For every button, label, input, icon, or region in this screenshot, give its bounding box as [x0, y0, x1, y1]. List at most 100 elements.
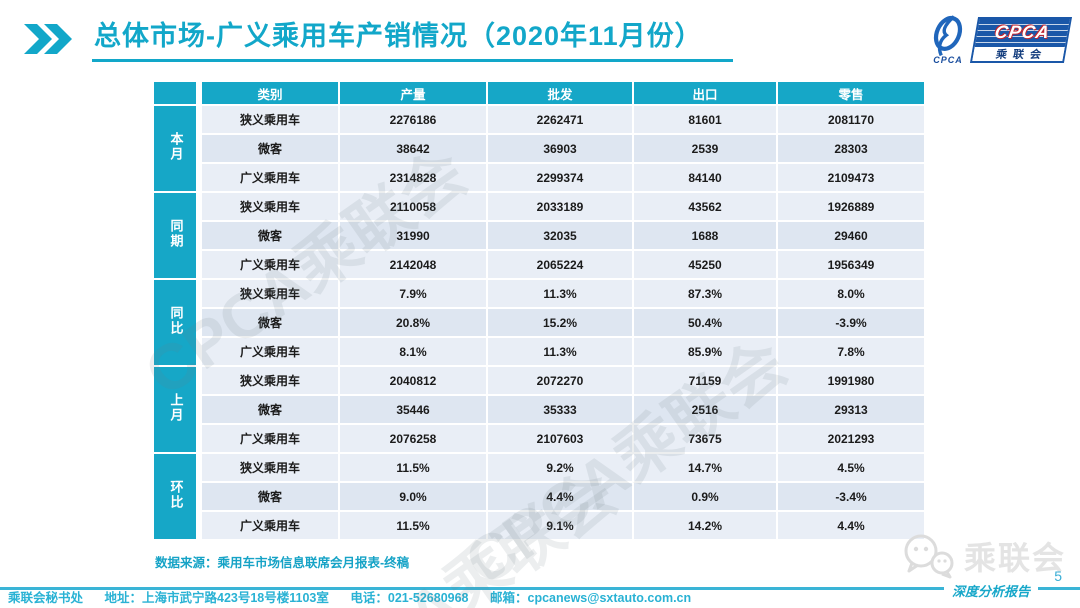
value-cell: 2021293 — [778, 425, 924, 452]
table-row: 本月 狭义乘用车 2276186 2262471 81601 2081170 — [154, 106, 924, 191]
category-cell: 广义乘用车 — [202, 251, 338, 278]
wechat-watermark-text: 乘联会 — [963, 540, 1066, 576]
category-cell: 微客 — [202, 396, 338, 423]
value-cell: 50.4% — [634, 309, 776, 336]
column-header: 产量 — [340, 82, 486, 104]
row-group-label: 同比 — [154, 280, 200, 365]
value-cell: -3.9% — [778, 309, 924, 336]
value-cell: 2142048 — [340, 251, 486, 278]
category-cell: 微客 — [202, 483, 338, 510]
value-cell: 2033189 — [488, 193, 632, 220]
value-cell: 9.0% — [340, 483, 486, 510]
value-cell: 14.2% — [634, 512, 776, 539]
table-body: 本月 狭义乘用车 2276186 2262471 81601 2081170 微客 38642… — [154, 106, 924, 539]
category-cell: 微客 — [202, 135, 338, 162]
value-cell: 2040812 — [340, 367, 486, 394]
value-cell: 1991980 — [778, 367, 924, 394]
value-cell: 2110058 — [340, 193, 486, 220]
category-cell: 广义乘用车 — [202, 512, 338, 539]
footer-email: 邮箱：cpcanews@sxtauto.com.cn — [490, 591, 692, 605]
footer: 乘联会秘书处 地址：上海市武宁路423号18号楼1103室 电话：021-526… — [8, 587, 709, 606]
table-row: 微客 31990 32035 1688 29460 — [154, 222, 924, 249]
value-cell: 2065224 — [488, 251, 632, 278]
row-group-label: 上月 — [154, 367, 200, 452]
value-cell: 31990 — [340, 222, 486, 249]
column-header: 类别 — [202, 82, 338, 104]
table-row: 广义乘用车 11.5% 9.1% 14.2% 4.4% — [154, 512, 924, 539]
category-cell: 广义乘用车 — [202, 425, 338, 452]
value-cell: 36903 — [488, 135, 632, 162]
bottom-divider — [0, 587, 1080, 590]
category-cell: 微客 — [202, 309, 338, 336]
value-cell: -3.4% — [778, 483, 924, 510]
table-row: 广义乘用车 2314828 2299374 84140 2109473 — [154, 164, 924, 191]
value-cell: 2262471 — [488, 106, 632, 133]
category-cell: 狭义乘用车 — [202, 280, 338, 307]
value-cell: 8.0% — [778, 280, 924, 307]
value-cell: 35446 — [340, 396, 486, 423]
value-cell: 11.3% — [488, 280, 632, 307]
table-row: 广义乘用车 2076258 2107603 73675 2021293 — [154, 425, 924, 452]
header: 总体市场-广义乘用车产销情况（2020年11月份） — [24, 21, 733, 62]
value-cell: 32035 — [488, 222, 632, 249]
value-cell: 73675 — [634, 425, 776, 452]
value-cell: 2109473 — [778, 164, 924, 191]
table-row: 微客 38642 36903 2539 28303 — [154, 135, 924, 162]
page-number: 5 — [1054, 568, 1062, 584]
table-row: 广义乘用车 2142048 2065224 45250 1956349 — [154, 251, 924, 278]
cpca-logo-subtext: 乘联会 — [994, 48, 1048, 61]
table-row: 广义乘用车 8.1% 11.3% 85.9% 7.8% — [154, 338, 924, 365]
value-cell: 11.5% — [340, 512, 486, 539]
category-cell: 狭义乘用车 — [202, 193, 338, 220]
page-title: 总体市场-广义乘用车产销情况（2020年11月份） — [92, 21, 733, 62]
footer-org: 乘联会秘书处 — [8, 591, 84, 605]
value-cell: 43562 — [634, 193, 776, 220]
value-cell: 1688 — [634, 222, 776, 249]
value-cell: 2076258 — [340, 425, 486, 452]
value-cell: 2299374 — [488, 164, 632, 191]
value-cell: 1926889 — [778, 193, 924, 220]
column-header: 出口 — [634, 82, 776, 104]
value-cell: 14.7% — [634, 454, 776, 481]
cpca-logo-box: CPCA 乘联会 — [969, 16, 1073, 63]
value-cell: 7.9% — [340, 280, 486, 307]
row-group-label: 本月 — [154, 106, 200, 191]
value-cell: 0.9% — [634, 483, 776, 510]
value-cell: 45250 — [634, 251, 776, 278]
value-cell: 2314828 — [340, 164, 486, 191]
emblem-label: CPCA — [933, 55, 963, 65]
category-cell: 狭义乘用车 — [202, 454, 338, 481]
row-group-label: 环比 — [154, 454, 200, 539]
value-cell: 2072270 — [488, 367, 632, 394]
category-cell: 微客 — [202, 222, 338, 249]
value-cell: 28303 — [778, 135, 924, 162]
value-cell: 9.2% — [488, 454, 632, 481]
category-cell: 狭义乘用车 — [202, 367, 338, 394]
column-header: 批发 — [488, 82, 632, 104]
value-cell: 11.3% — [488, 338, 632, 365]
value-cell: 35333 — [488, 396, 632, 423]
value-cell: 2539 — [634, 135, 776, 162]
data-table: 类别 产量 批发 出口 零售 本月 狭义乘用车 2276186 2262471 81601 208… — [152, 80, 926, 541]
footer-phone: 电话：021-52680968 — [350, 591, 469, 605]
value-cell: 9.1% — [488, 512, 632, 539]
table-corner-cell — [154, 82, 200, 104]
value-cell: 2081170 — [778, 106, 924, 133]
source-note: 数据来源：乘用车市场信息联席会月报表-终稿 — [155, 556, 410, 570]
double-chevron-icon — [24, 24, 72, 54]
value-cell: 2516 — [634, 396, 776, 423]
category-cell: 广义乘用车 — [202, 164, 338, 191]
cpca-logo: CPCA CPCA 乘联会 — [927, 14, 1073, 65]
row-group-label: 同期 — [154, 193, 200, 278]
value-cell: 29313 — [778, 396, 924, 423]
value-cell: 8.1% — [340, 338, 486, 365]
chat-bubbles-icon — [904, 534, 954, 579]
table-row: 同期 狭义乘用车 2110058 2033189 43562 1926889 — [154, 193, 924, 278]
value-cell: 4.4% — [488, 483, 632, 510]
value-cell: 81601 — [634, 106, 776, 133]
value-cell: 4.4% — [778, 512, 924, 539]
value-cell: 84140 — [634, 164, 776, 191]
column-header: 零售 — [778, 82, 924, 104]
table-row: 微客 9.0% 4.4% 0.9% -3.4% — [154, 483, 924, 510]
value-cell: 2107603 — [488, 425, 632, 452]
